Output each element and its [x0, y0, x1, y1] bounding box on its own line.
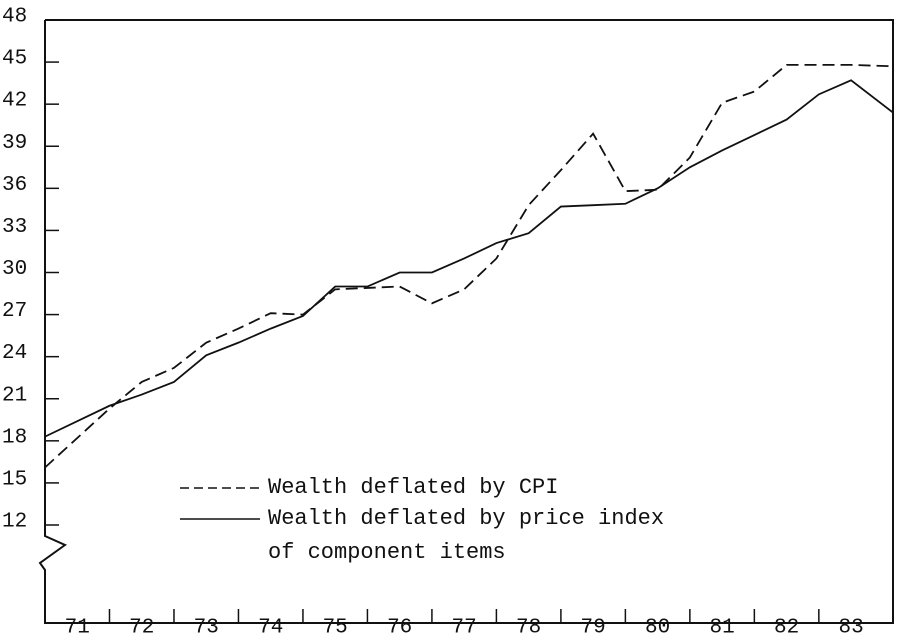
y-tick-label: 36 — [2, 174, 27, 197]
y-tick-label: 48 — [2, 6, 27, 29]
series-line — [44, 63, 894, 469]
y-tick-label: 12 — [2, 511, 27, 534]
y-tick-label: 45 — [2, 48, 27, 71]
y-tick-label: 21 — [2, 384, 27, 407]
series-line — [44, 79, 894, 438]
x-tick-label: 75 — [323, 617, 348, 639]
x-tick-label: 83 — [838, 617, 863, 639]
x-tick-label: 77 — [452, 617, 477, 639]
y-tick-label: 15 — [2, 468, 27, 491]
x-tick-label: 82 — [774, 617, 799, 639]
legend-label: Wealth deflated by CPI — [268, 475, 559, 500]
y-tick-label: 18 — [2, 426, 27, 449]
y-tick-label: 33 — [2, 216, 27, 239]
y-tick-label: 27 — [2, 300, 27, 323]
x-tick-label: 81 — [710, 617, 735, 639]
x-tick-label: 78 — [516, 617, 541, 639]
x-tick-label: 72 — [129, 617, 154, 639]
x-tick-label: 76 — [387, 617, 412, 639]
x-tick-label: 80 — [645, 617, 670, 639]
y-tick-label: 30 — [2, 258, 27, 281]
y-tick-label: 42 — [2, 90, 27, 113]
y-tick-label: 39 — [2, 132, 27, 155]
x-tick-label: 79 — [581, 617, 606, 639]
x-tick-label: 73 — [194, 617, 219, 639]
x-tick-label: 74 — [258, 617, 283, 639]
legend-label: Wealth deflated by price index of compon… — [268, 506, 665, 565]
y-tick-label: 24 — [2, 342, 27, 365]
x-tick-label: 71 — [65, 617, 90, 639]
plot-frame — [38, 19, 894, 624]
